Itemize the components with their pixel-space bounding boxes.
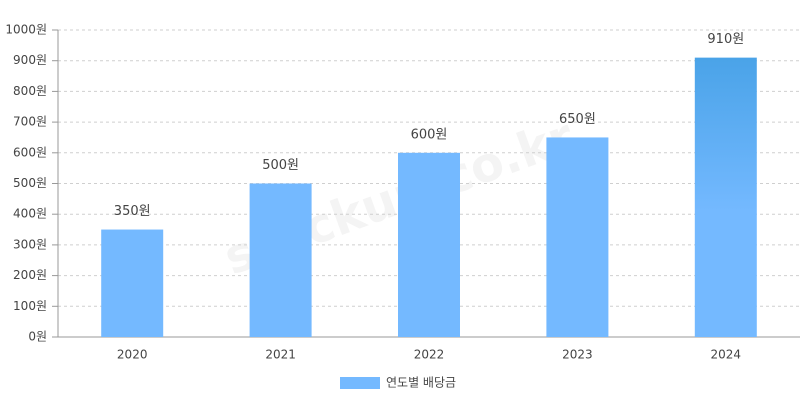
- data-label: 650원: [559, 112, 596, 127]
- bar: [101, 229, 164, 337]
- bar: [249, 183, 312, 337]
- y-tick-label: 700원: [13, 115, 47, 129]
- x-tick-label: 2020: [117, 348, 148, 362]
- y-tick-label: 800원: [13, 84, 47, 98]
- y-tick-label: 200원: [13, 268, 47, 282]
- y-tick-label: 0원: [28, 330, 47, 344]
- y-tick-label: 500원: [13, 176, 47, 190]
- bar: [546, 137, 609, 337]
- x-tick-label: 2021: [265, 348, 296, 362]
- y-tick-label: 900원: [13, 53, 47, 67]
- data-label: 350원: [114, 204, 151, 219]
- y-tick-label: 400원: [13, 207, 47, 221]
- x-tick-label: 2023: [562, 348, 593, 362]
- data-label: 910원: [707, 32, 744, 47]
- data-label: 500원: [262, 158, 299, 173]
- bar: [398, 152, 460, 337]
- x-tick-label: 2024: [711, 348, 742, 362]
- y-tick-label: 300원: [13, 237, 47, 251]
- legend-label: 연도별 배당금: [386, 376, 456, 390]
- bar: [694, 57, 757, 337]
- x-tick-label: 2022: [414, 348, 445, 362]
- y-tick-label: 1000원: [5, 23, 47, 37]
- y-tick-label: 100원: [13, 299, 47, 313]
- data-label: 600원: [411, 127, 448, 142]
- legend-swatch: [340, 377, 380, 389]
- y-tick-label: 600원: [13, 145, 47, 159]
